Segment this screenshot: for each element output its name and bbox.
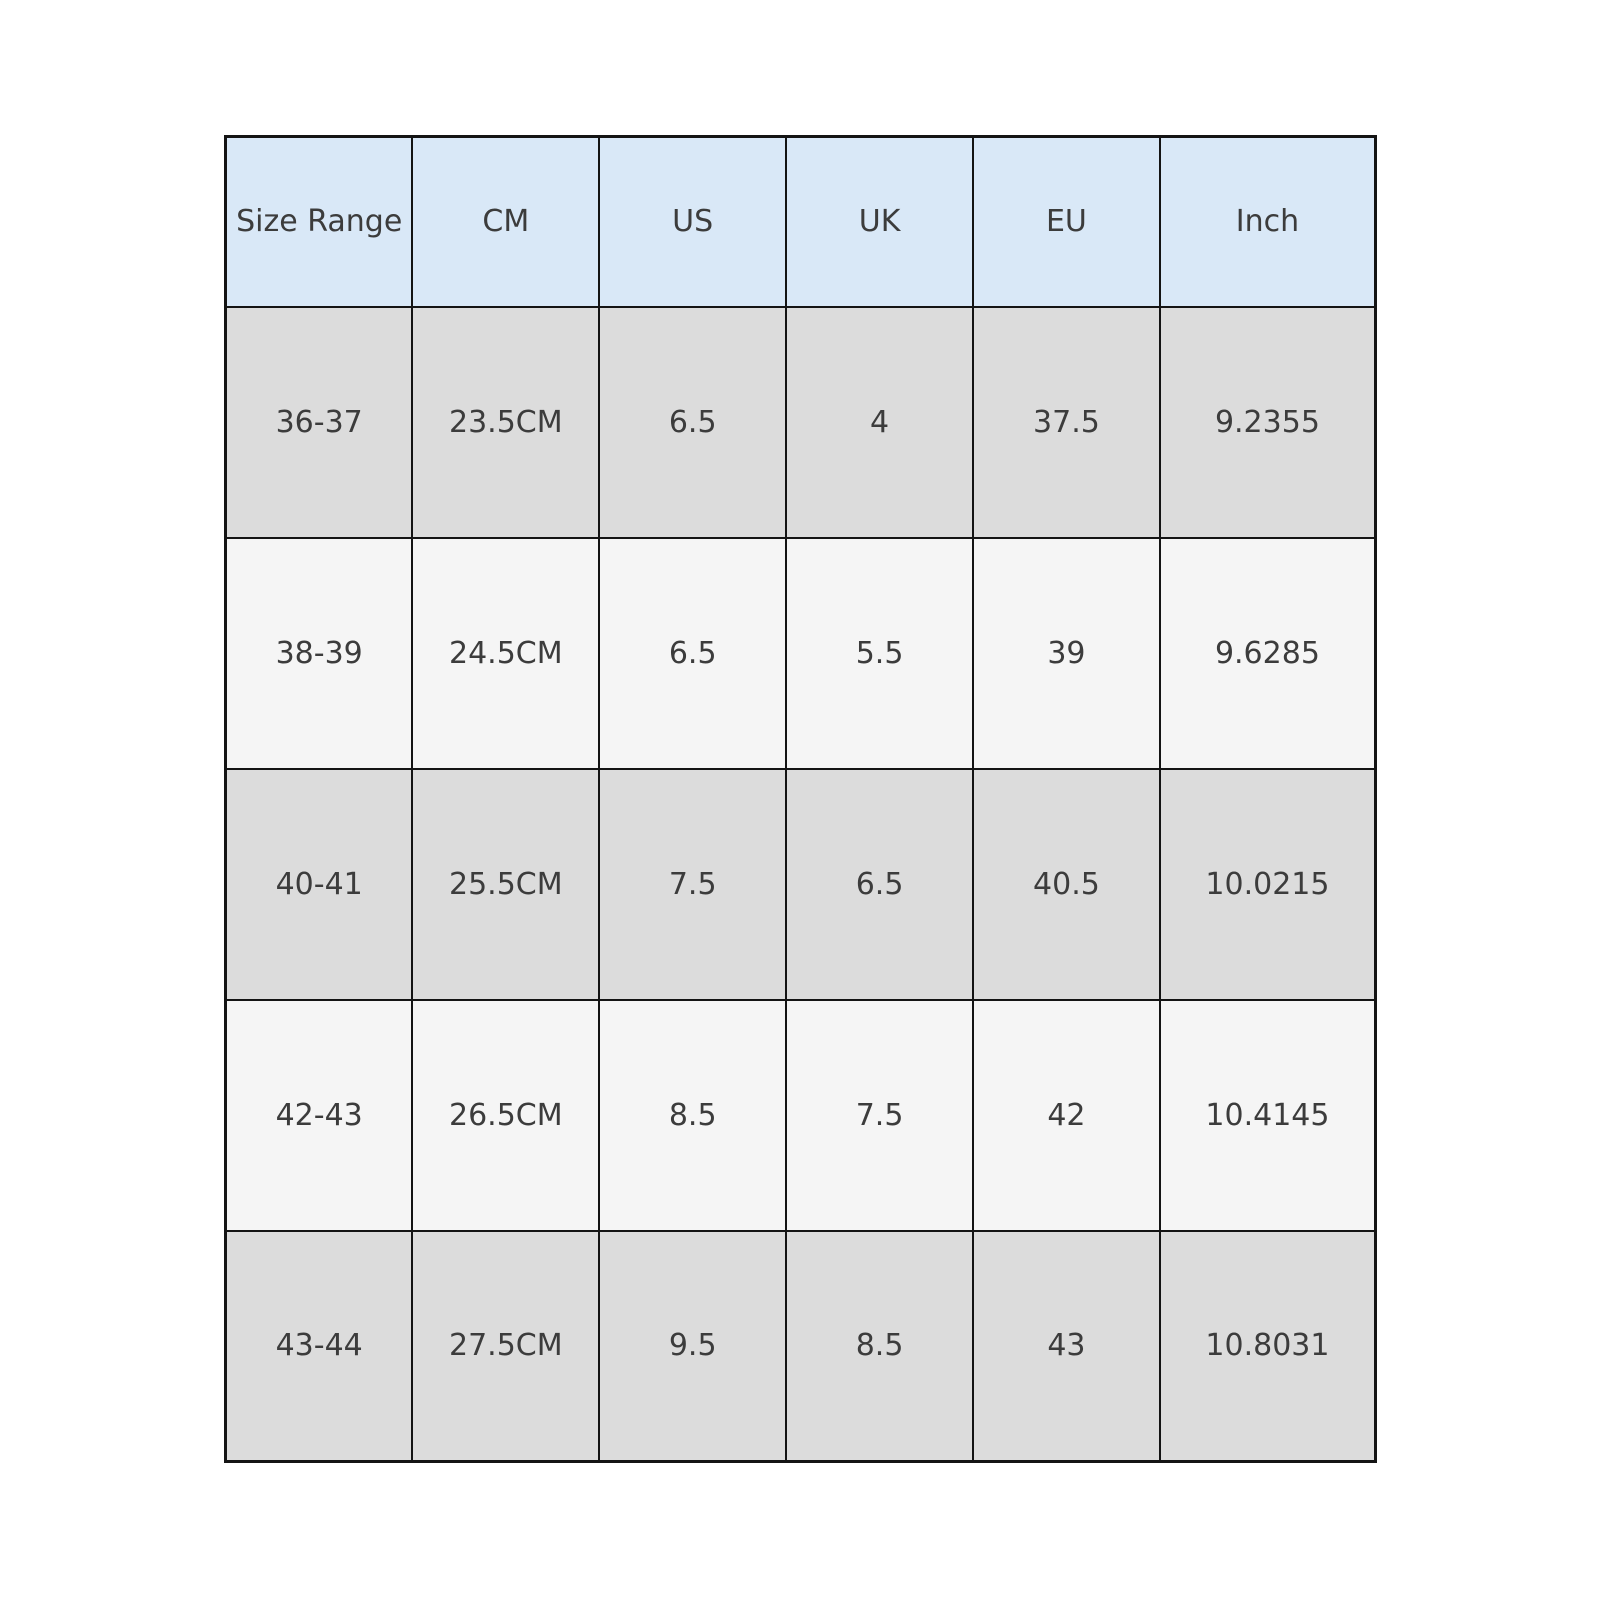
header-cell-cm: CM bbox=[411, 135, 601, 308]
table-cell: 38-39 bbox=[224, 536, 414, 770]
table-cell: 7.5 bbox=[598, 767, 788, 1001]
table-header-row: Size Range CM US UK EU Inch bbox=[224, 135, 1377, 308]
table-row: 42-43 26.5CM 8.5 7.5 42 10.4145 bbox=[224, 998, 1377, 1232]
table-cell: 42-43 bbox=[224, 998, 414, 1232]
size-conversion-table: Size Range CM US UK EU Inch 36-37 23.5CM… bbox=[224, 135, 1377, 1463]
header-cell-us: US bbox=[598, 135, 788, 308]
table-cell: 36-37 bbox=[224, 305, 414, 539]
table-row: 36-37 23.5CM 6.5 4 37.5 9.2355 bbox=[224, 305, 1377, 539]
table-cell: 39 bbox=[972, 536, 1161, 770]
table-cell: 10.0215 bbox=[1158, 767, 1377, 1001]
table-cell: 43-44 bbox=[224, 1229, 414, 1463]
table-cell: 8.5 bbox=[598, 998, 788, 1232]
table-row: 40-41 25.5CM 7.5 6.5 40.5 10.0215 bbox=[224, 767, 1377, 1001]
table-cell: 10.4145 bbox=[1158, 998, 1377, 1232]
table-cell: 5.5 bbox=[785, 536, 974, 770]
table-cell: 7.5 bbox=[785, 998, 974, 1232]
table-cell: 10.8031 bbox=[1158, 1229, 1377, 1463]
table-cell: 40-41 bbox=[224, 767, 414, 1001]
header-cell-inch: Inch bbox=[1158, 135, 1377, 308]
table-cell: 9.2355 bbox=[1158, 305, 1377, 539]
table-cell: 6.5 bbox=[785, 767, 974, 1001]
table-cell: 4 bbox=[785, 305, 974, 539]
table-cell: 40.5 bbox=[972, 767, 1161, 1001]
table-cell: 27.5CM bbox=[411, 1229, 601, 1463]
table-cell: 26.5CM bbox=[411, 998, 601, 1232]
table-cell: 6.5 bbox=[598, 305, 788, 539]
table-cell: 6.5 bbox=[598, 536, 788, 770]
table-cell: 25.5CM bbox=[411, 767, 601, 1001]
table-cell: 42 bbox=[972, 998, 1161, 1232]
table-cell: 24.5CM bbox=[411, 536, 601, 770]
table-cell: 9.5 bbox=[598, 1229, 788, 1463]
table-row: 43-44 27.5CM 9.5 8.5 43 10.8031 bbox=[224, 1229, 1377, 1463]
table-row: 38-39 24.5CM 6.5 5.5 39 9.6285 bbox=[224, 536, 1377, 770]
header-cell-size-range: Size Range bbox=[224, 135, 414, 308]
header-cell-uk: UK bbox=[785, 135, 974, 308]
table-cell: 9.6285 bbox=[1158, 536, 1377, 770]
header-cell-eu: EU bbox=[972, 135, 1161, 308]
table-cell: 8.5 bbox=[785, 1229, 974, 1463]
table-cell: 37.5 bbox=[972, 305, 1161, 539]
table-cell: 23.5CM bbox=[411, 305, 601, 539]
table-cell: 43 bbox=[972, 1229, 1161, 1463]
